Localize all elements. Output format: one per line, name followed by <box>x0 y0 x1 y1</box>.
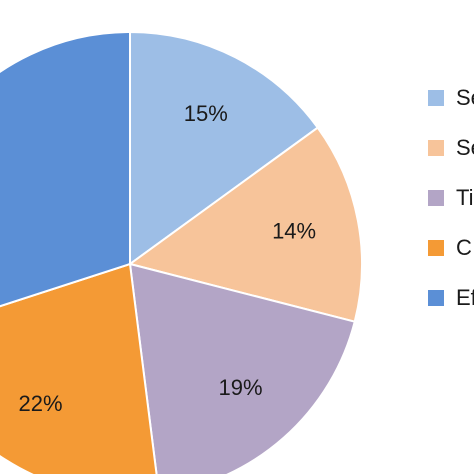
legend-item-5: Ef <box>428 285 474 310</box>
slice-label-3: 19% <box>218 375 262 400</box>
pie-slice-1 <box>129 30 320 266</box>
pie-slice-4 <box>0 262 158 474</box>
pie-slice-2 <box>127 126 363 323</box>
legend-item-2: Se <box>428 135 474 160</box>
slice-label-4: 22% <box>18 391 62 416</box>
legend-label-5: Ef <box>456 285 474 310</box>
legend-label-1: Se <box>456 85 474 110</box>
legend-item-1: Se <box>428 85 474 110</box>
legend-label-2: Se <box>456 135 474 160</box>
legend-label-4: C <box>456 235 472 260</box>
slice-label-2: 14% <box>272 219 316 244</box>
legend-swatch-4 <box>428 240 444 256</box>
pie-slice-5 <box>0 30 131 308</box>
pie-slice-3 <box>128 262 356 474</box>
legend-label-3: Ti <box>456 185 474 210</box>
legend-item-4: C <box>428 235 472 260</box>
legend-swatch-5 <box>428 290 444 306</box>
legend-swatch-2 <box>428 140 444 156</box>
legend-item-3: Ti <box>428 185 474 210</box>
legend-swatch-1 <box>428 90 444 106</box>
legend-swatch-3 <box>428 190 444 206</box>
slice-label-1: 15% <box>184 101 228 126</box>
